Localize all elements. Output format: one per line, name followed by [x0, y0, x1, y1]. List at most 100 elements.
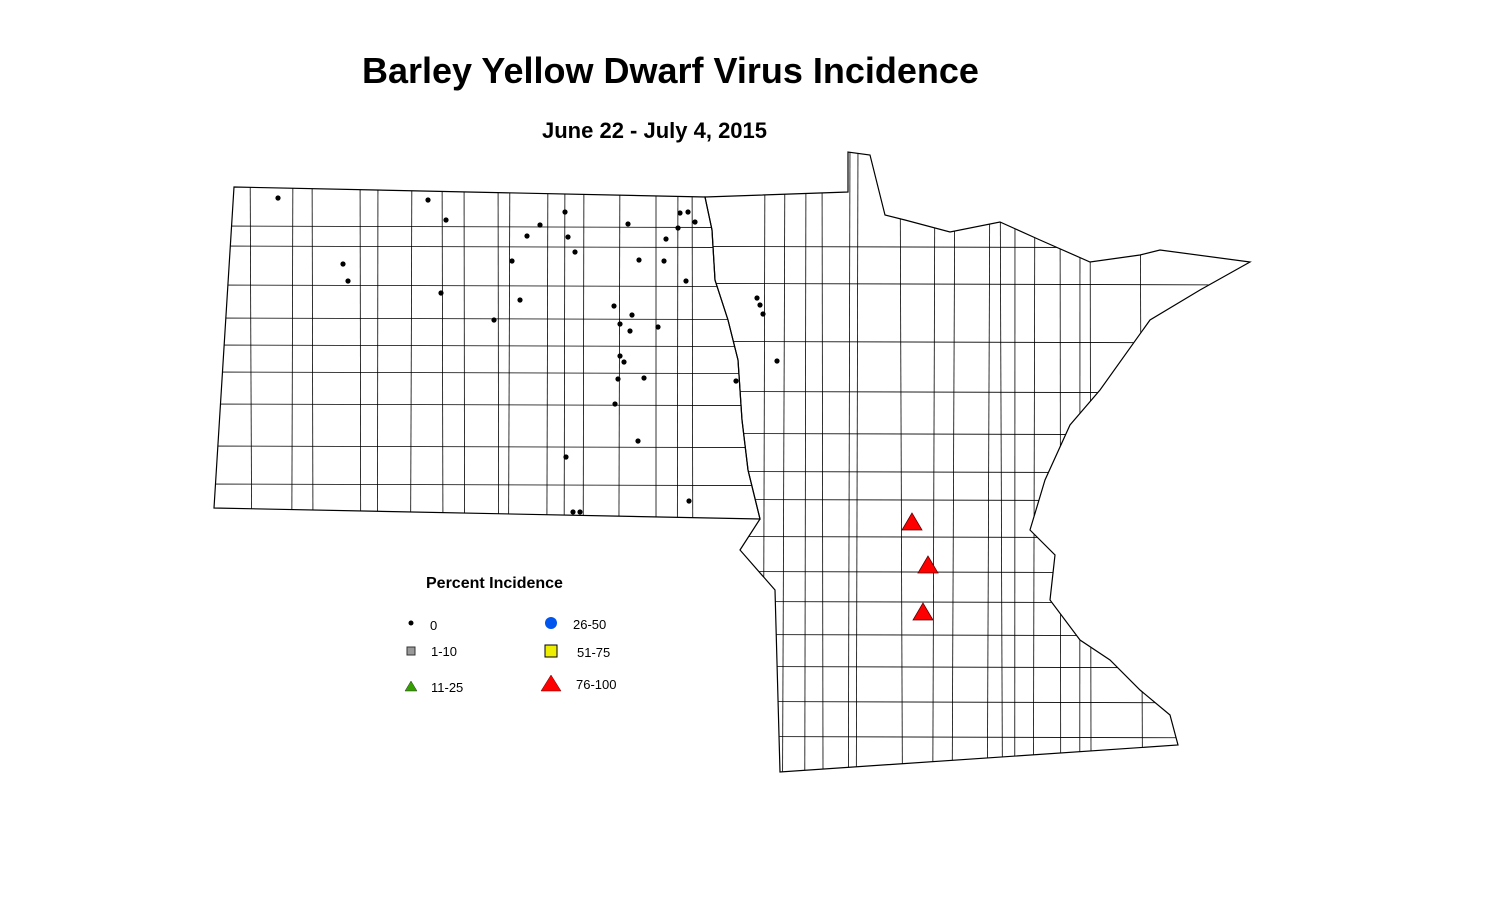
site-marker-0: [686, 498, 691, 503]
county-line: [442, 140, 444, 800]
county-line: [200, 404, 1260, 407]
county-line: [848, 140, 850, 800]
county-line: [200, 345, 1260, 348]
site-marker-0: [760, 311, 765, 316]
county-line: [763, 140, 765, 800]
site-marker-0: [570, 509, 575, 514]
county-line: [200, 498, 1260, 501]
site-marker-0: [345, 278, 350, 283]
site-marker-0: [757, 302, 762, 307]
county-line: [200, 470, 1260, 473]
site-marker-0: [524, 233, 529, 238]
site-marker-0: [754, 295, 759, 300]
county-line: [250, 140, 253, 800]
county-line: [822, 140, 823, 800]
legend-symbol-square: [407, 647, 415, 655]
county-line: [200, 535, 1260, 538]
county-line: [1060, 140, 1061, 800]
site-marker-0: [612, 401, 617, 406]
site-marker-0: [617, 353, 622, 358]
county-line: [952, 140, 955, 800]
county-line: [200, 665, 1260, 668]
county-line: [200, 735, 1260, 738]
site-marker-0: [685, 209, 690, 214]
county-line: [200, 285, 1260, 288]
county-line: [200, 318, 1260, 321]
site-marker-0: [572, 249, 577, 254]
site-marker-76-100: [918, 556, 938, 573]
county-line: [200, 700, 1260, 703]
county-line: [200, 226, 1260, 229]
county-line: [200, 340, 1260, 343]
county-line: [677, 140, 678, 800]
site-marker-0: [565, 234, 570, 239]
county-line: [933, 140, 935, 800]
county-line: [312, 140, 314, 800]
county-line: [564, 140, 565, 800]
site-marker-0: [641, 375, 646, 380]
site-marker-0: [340, 261, 345, 266]
county-line: [200, 484, 1260, 487]
site-marker-76-100: [913, 603, 933, 620]
county-line: [987, 140, 990, 800]
county-line: [805, 140, 806, 800]
site-marker-0: [562, 209, 567, 214]
county-line: [200, 390, 1260, 393]
site-marker-0: [774, 358, 779, 363]
legend-label: 11-25: [431, 680, 463, 695]
site-marker-0: [509, 258, 514, 263]
mn-counties: [200, 140, 1260, 800]
county-line: [782, 140, 785, 800]
site-marker-0: [683, 278, 688, 283]
site-marker-0: [692, 219, 697, 224]
county-line: [900, 140, 902, 800]
county-line: [856, 140, 858, 800]
site-marker-0: [563, 454, 568, 459]
county-line: [200, 600, 1260, 603]
county-line: [1090, 140, 1091, 800]
site-marker-0: [537, 222, 542, 227]
county-line: [200, 282, 1260, 285]
site-marker-0: [438, 290, 443, 295]
county-line: [1000, 140, 1002, 800]
county-line: [360, 140, 361, 800]
county-line: [410, 140, 412, 800]
site-marker-0: [733, 378, 738, 383]
site-marker-0: [621, 359, 626, 364]
legend-label: 51-75: [577, 645, 610, 660]
site-marker-0: [443, 217, 448, 222]
site-marker-0: [617, 321, 622, 326]
site-marker-0: [635, 438, 640, 443]
county-line: [200, 372, 1260, 375]
county-line: [1033, 140, 1035, 800]
county-line: [200, 570, 1260, 573]
site-marker-0: [661, 258, 666, 263]
legend-label: 1-10: [431, 644, 457, 659]
site-marker-0: [517, 297, 522, 302]
site-marker-0: [677, 210, 682, 215]
legend-title: Percent Incidence: [426, 575, 563, 593]
site-marker-76-100: [902, 513, 922, 530]
site-marker-0: [627, 328, 632, 333]
site-marker-0: [663, 236, 668, 241]
site-marker-0: [655, 324, 660, 329]
legend-symbol-square: [545, 645, 557, 657]
county-line: [291, 140, 293, 800]
county-line: [200, 446, 1260, 449]
site-marker-0: [615, 376, 620, 381]
county-line: [618, 140, 620, 800]
legend-label: 26-50: [573, 617, 606, 632]
county-line: [583, 140, 584, 800]
nd-counties: [200, 140, 1260, 800]
legend-symbol-dot: [409, 621, 414, 626]
county-line: [546, 140, 548, 800]
site-marker-0: [629, 312, 634, 317]
county-line: [1140, 140, 1143, 800]
county-line: [464, 140, 465, 800]
county-line: [200, 633, 1260, 636]
county-line: [692, 140, 693, 800]
site-marker-0: [577, 509, 582, 514]
county-line: [377, 140, 378, 800]
county-line: [498, 140, 499, 800]
site-marker-0: [491, 317, 496, 322]
